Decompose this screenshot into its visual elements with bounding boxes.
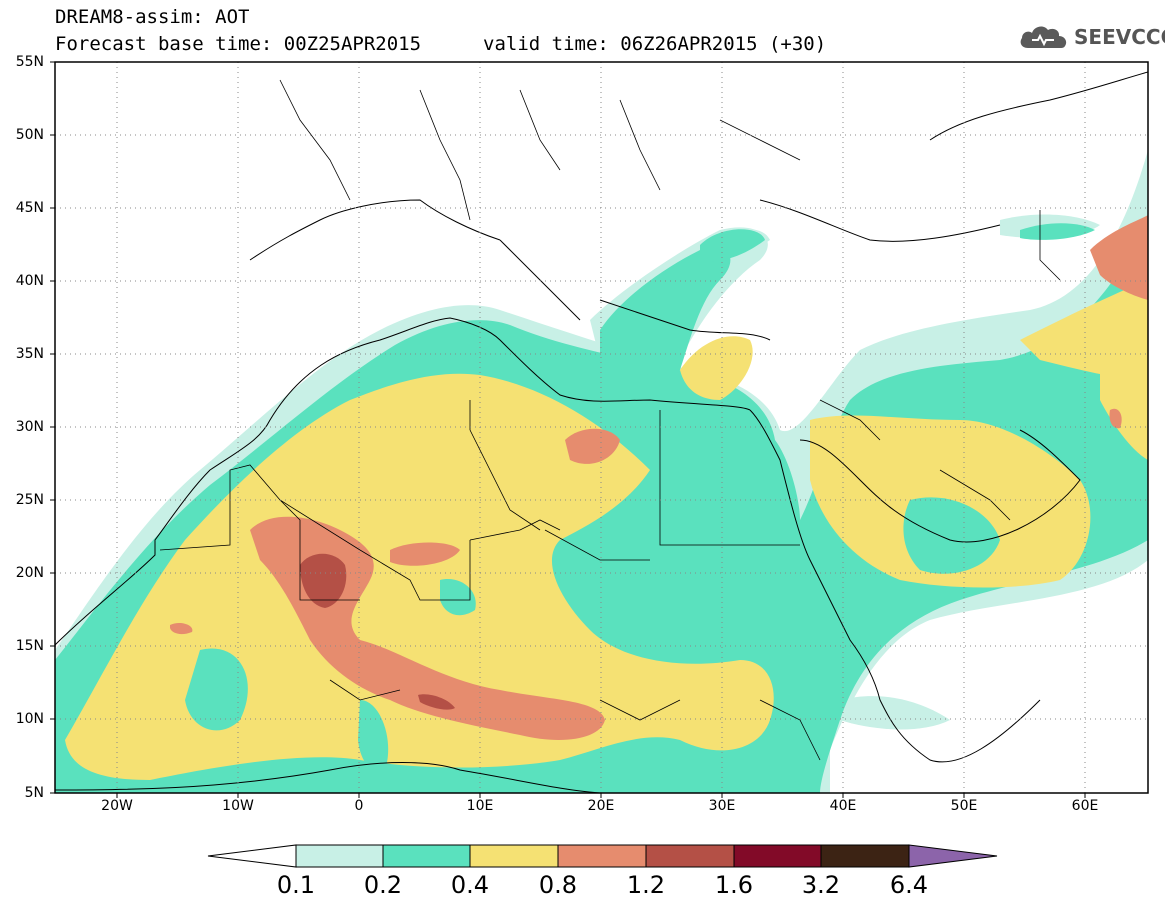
colorbar-label: 0.8 [538, 871, 578, 899]
lat-label: 20N [15, 565, 44, 581]
graticule [55, 62, 1148, 793]
valid-time: valid time: 06Z26APR2015 (+30) [483, 33, 827, 55]
colorbar-label: 0.2 [363, 871, 403, 899]
lat-label: 50N [15, 127, 44, 143]
lat-label: 55N [15, 54, 44, 70]
colorbar-under [207, 844, 297, 868]
seevccc-logo: SEEVCCC [1018, 22, 1165, 52]
colorbar-label: 0.1 [276, 871, 316, 899]
lon-label: 10W [222, 798, 254, 814]
map-title: DREAM8-assim: AOT [55, 6, 250, 28]
lat-label: 5N [24, 785, 44, 801]
lat-label: 40N [15, 273, 44, 289]
colorbar-swatch-6 [733, 844, 822, 868]
colorbar-swatch-1 [295, 844, 384, 868]
colorbar-over [908, 844, 998, 868]
colorbar [207, 844, 998, 868]
lon-label: 60E [1071, 798, 1099, 814]
colorbar-label: 1.2 [626, 871, 666, 899]
country-borders [159, 79, 1061, 761]
colorbar-swatch-7 [820, 844, 910, 868]
lon-label: 50E [950, 798, 978, 814]
lat-label: 45N [15, 200, 44, 216]
aot-band-0.2-inner [185, 497, 1000, 771]
colorbar-swatch-5 [645, 844, 735, 868]
lon-label: 0 [354, 798, 364, 814]
lat-label: 15N [15, 638, 44, 654]
colorbar-label: 3.2 [801, 871, 841, 899]
colorbar-swatch-4 [557, 844, 647, 868]
lat-label: 10N [15, 711, 44, 727]
logo-text: SEEVCCC [1074, 25, 1165, 49]
colorbar-swatch-2 [382, 844, 471, 868]
colorbar-label: 6.4 [889, 871, 929, 899]
coastlines [55, 71, 1148, 793]
lat-label: 25N [15, 492, 44, 508]
lon-label: 30E [708, 798, 736, 814]
lon-label: 40E [829, 798, 857, 814]
lon-label: 20W [101, 798, 133, 814]
colorbar-label: 1.6 [714, 871, 754, 899]
colorbar-swatch-3 [469, 844, 559, 868]
lon-label: 10E [466, 798, 494, 814]
cloud-icon [1020, 26, 1067, 48]
lon-label: 20E [587, 798, 615, 814]
forecast-base-time: Forecast base time: 00Z25APR2015 [55, 33, 422, 55]
aot-band-1.2 [300, 553, 455, 710]
colorbar-label: 0.4 [450, 871, 490, 899]
lat-label: 35N [15, 346, 44, 362]
axis-ticks [50, 61, 1086, 798]
lat-label: 30N [15, 419, 44, 435]
